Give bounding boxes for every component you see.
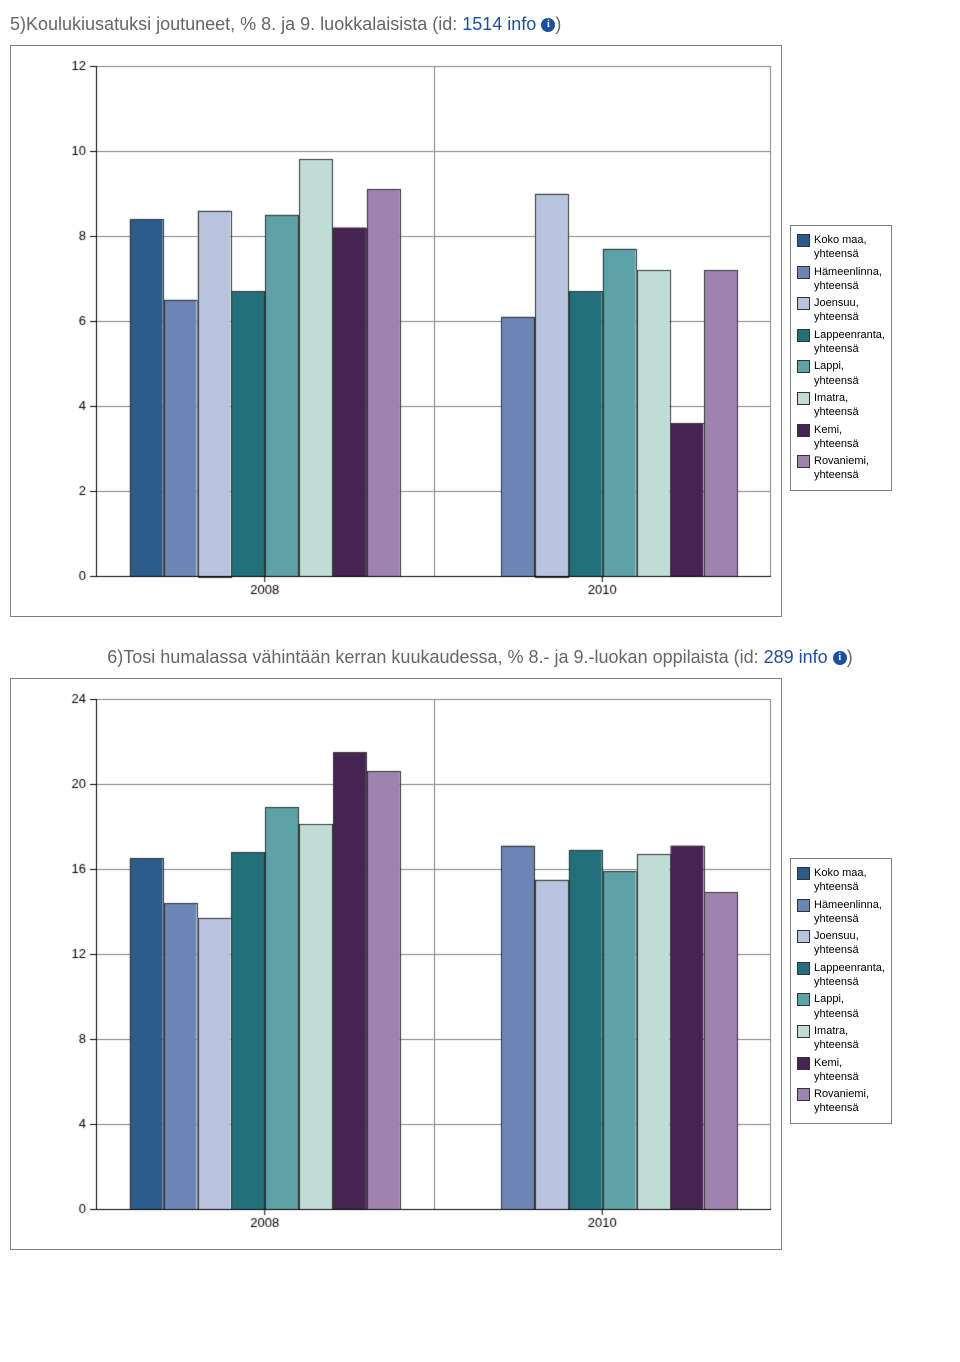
- legend-label: Hämeenlinna, yhteensä: [814, 265, 882, 294]
- legend-item: Imatra, yhteensä: [797, 1024, 885, 1053]
- legend-item: Hämeenlinna, yhteensä: [797, 265, 885, 294]
- legend-swatch: [797, 392, 810, 405]
- legend-swatch: [797, 455, 810, 468]
- info-icon[interactable]: i: [541, 18, 555, 32]
- legend-swatch: [797, 1057, 810, 1070]
- bar-chart-canvas: [11, 679, 781, 1249]
- chart-title-suffix: ): [847, 647, 853, 667]
- legend-label: Imatra, yhteensä: [814, 391, 859, 420]
- legend-swatch: [797, 930, 810, 943]
- legend-label: Joensuu, yhteensä: [814, 296, 859, 325]
- chart-title-suffix: ): [555, 14, 561, 34]
- chart-wrap: Koko maa, yhteensä Hämeenlinna, yhteensäJ…: [10, 678, 950, 1250]
- legend-item: Joensuu, yhteensä: [797, 296, 885, 325]
- bar-chart-canvas: [11, 46, 781, 616]
- legend-swatch: [797, 360, 810, 373]
- chart-wrap: Koko maa, yhteensä Hämeenlinna, yhteensäJ…: [10, 45, 950, 617]
- legend-item: Lappi, yhteensä: [797, 992, 885, 1021]
- legend-item: Rovaniemi, yhteensä: [797, 454, 885, 483]
- legend: Koko maa, yhteensä Hämeenlinna, yhteensäJ…: [790, 225, 892, 491]
- legend-swatch: [797, 1088, 810, 1101]
- chart-box: [10, 678, 782, 1250]
- legend-swatch: [797, 993, 810, 1006]
- page-root: 5)Koulukiusatuksi joutuneet, % 8. ja 9. …: [10, 14, 950, 1250]
- legend-label: Lappi, yhteensä: [814, 992, 859, 1021]
- legend-item: Koko maa, yhteensä: [797, 866, 885, 895]
- legend-swatch: [797, 424, 810, 437]
- info-icon[interactable]: i: [833, 651, 847, 665]
- legend-label: Koko maa, yhteensä: [814, 233, 867, 262]
- legend-item: Kemi, yhteensä: [797, 423, 885, 452]
- legend-item: Lappi, yhteensä: [797, 359, 885, 388]
- legend-swatch: [797, 234, 810, 247]
- legend-item: Rovaniemi, yhteensä: [797, 1087, 885, 1116]
- legend-label: Imatra, yhteensä: [814, 1024, 859, 1053]
- chart-box: [10, 45, 782, 617]
- legend-swatch: [797, 899, 810, 912]
- legend-item: Koko maa, yhteensä: [797, 233, 885, 262]
- chart-title-text: 6)Tosi humalassa vähintään kerran kuukau…: [107, 647, 763, 667]
- legend-swatch: [797, 962, 810, 975]
- legend-label: Koko maa, yhteensä: [814, 866, 867, 895]
- chart-title-text: 5)Koulukiusatuksi joutuneet, % 8. ja 9. …: [10, 14, 462, 34]
- legend-label: Hämeenlinna, yhteensä: [814, 898, 882, 927]
- legend-label: Kemi, yhteensä: [814, 423, 859, 452]
- legend-item: Kemi, yhteensä: [797, 1056, 885, 1085]
- chart-title: 5)Koulukiusatuksi joutuneet, % 8. ja 9. …: [10, 14, 950, 35]
- legend-label: Lappeenranta, yhteensä: [814, 328, 885, 357]
- legend-swatch: [797, 1025, 810, 1038]
- chart-title: 6)Tosi humalassa vähintään kerran kuukau…: [10, 647, 950, 668]
- legend-label: Joensuu, yhteensä: [814, 929, 859, 958]
- legend-swatch: [797, 297, 810, 310]
- legend-label: Rovaniemi, yhteensä: [814, 1087, 869, 1116]
- legend-label: Lappi, yhteensä: [814, 359, 859, 388]
- chart-id-link[interactable]: 1514 info i: [462, 14, 555, 34]
- legend-swatch: [797, 266, 810, 279]
- legend-item: Hämeenlinna, yhteensä: [797, 898, 885, 927]
- legend-swatch: [797, 329, 810, 342]
- legend-item: Imatra, yhteensä: [797, 391, 885, 420]
- legend-label: Lappeenranta, yhteensä: [814, 961, 885, 990]
- legend-label: Kemi, yhteensä: [814, 1056, 859, 1085]
- legend-label: Rovaniemi, yhteensä: [814, 454, 869, 483]
- legend-item: Joensuu, yhteensä: [797, 929, 885, 958]
- legend-item: Lappeenranta, yhteensä: [797, 961, 885, 990]
- legend-swatch: [797, 867, 810, 880]
- legend: Koko maa, yhteensä Hämeenlinna, yhteensäJ…: [790, 858, 892, 1124]
- legend-item: Lappeenranta, yhteensä: [797, 328, 885, 357]
- chart-id-link[interactable]: 289 info i: [764, 647, 847, 667]
